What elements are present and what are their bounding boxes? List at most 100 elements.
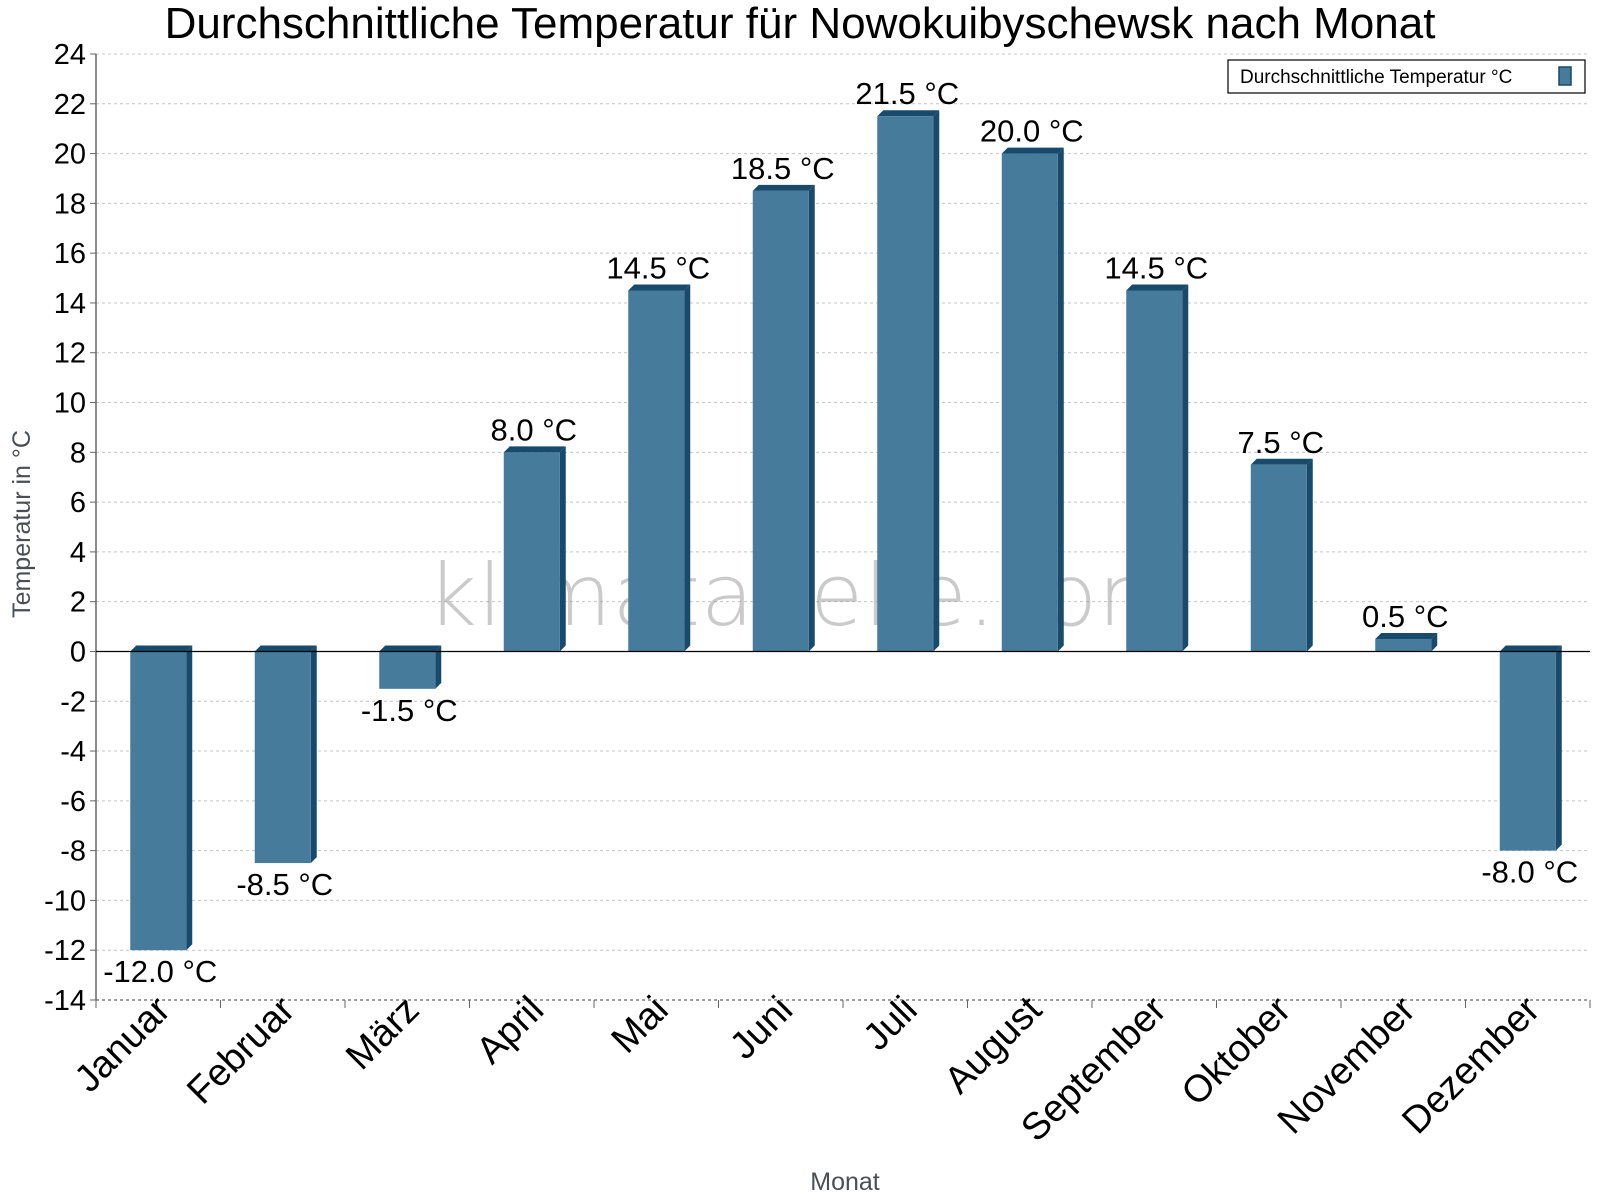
y-tick-label: 14 — [54, 288, 86, 320]
x-tick-label: Dezember — [1394, 988, 1548, 1142]
bar-juni — [752, 184, 815, 652]
data-label: 0.5 °C — [1362, 599, 1449, 634]
x-tick-label: Februar — [179, 988, 303, 1112]
y-tick-label: -14 — [44, 985, 86, 1017]
axes — [95, 54, 1591, 1008]
bar-front — [752, 190, 809, 652]
bar-august — [1001, 147, 1064, 652]
legend-swatch — [1558, 66, 1572, 86]
bar-top — [877, 110, 940, 117]
data-label: 21.5 °C — [855, 76, 959, 111]
bar-top — [503, 446, 566, 453]
y-tick-label: -4 — [60, 736, 86, 768]
data-label: 7.5 °C — [1238, 425, 1325, 460]
bar-side — [1057, 147, 1064, 652]
y-tick-label: -2 — [60, 686, 86, 718]
data-label: -1.5 °C — [361, 693, 458, 728]
y-tick-label: -10 — [44, 885, 86, 917]
bar-front — [1001, 153, 1058, 652]
bar-side — [310, 645, 317, 864]
bar-februar — [254, 645, 317, 864]
bar-top — [752, 184, 815, 191]
bar-front — [130, 651, 187, 951]
data-label: -8.0 °C — [1481, 855, 1578, 890]
x-tick-label: Juli — [856, 989, 926, 1059]
bar-side — [186, 645, 193, 951]
bar-front — [877, 116, 934, 652]
bar-front — [503, 452, 560, 652]
bar-top — [254, 645, 317, 652]
bar-side — [1431, 633, 1438, 652]
bar-januar — [130, 645, 193, 951]
data-label: 20.0 °C — [980, 114, 1084, 149]
y-tick-label: 0 — [70, 636, 86, 668]
bar-side — [808, 184, 815, 652]
bar-mai — [628, 284, 691, 652]
bar-front — [254, 651, 311, 864]
bar-dezember — [1499, 645, 1562, 851]
data-label: 14.5 °C — [606, 251, 710, 286]
x-axis-label: Monat — [810, 1168, 880, 1196]
y-tick-label: 18 — [54, 188, 86, 220]
y-tick-label: 4 — [70, 537, 86, 569]
bar-front — [1250, 464, 1307, 652]
bar-april — [503, 446, 566, 652]
bar-top — [1250, 458, 1313, 465]
y-axis-label: Temperatur in °C — [8, 430, 36, 618]
bar-side — [435, 645, 442, 689]
bar-september — [1126, 284, 1189, 652]
bar-front — [1499, 651, 1556, 851]
bar-side — [933, 110, 940, 652]
y-tick-label: 20 — [54, 139, 86, 171]
data-label: -12.0 °C — [103, 954, 217, 989]
bar-side — [1182, 284, 1189, 652]
bar-front — [1375, 639, 1432, 652]
y-tick-label: 16 — [54, 238, 86, 270]
bar-side — [559, 446, 566, 652]
bar-top — [628, 284, 691, 291]
bar-top — [379, 645, 442, 652]
data-label: -8.5 °C — [236, 867, 333, 902]
y-tick-label: -6 — [60, 786, 86, 818]
y-tick-label: 24 — [54, 39, 86, 71]
bar-side — [1555, 645, 1562, 851]
bar-top — [1375, 633, 1438, 640]
bar-november — [1375, 633, 1438, 652]
y-tick-label: -8 — [60, 836, 86, 868]
bar-side — [1306, 458, 1313, 652]
data-label: 18.5 °C — [731, 151, 835, 186]
bar-oktober — [1250, 458, 1313, 652]
legend-entry-label: Durchschnittliche Temperatur °C — [1240, 67, 1512, 88]
data-labels: -12.0 °C -8.5 °C -1.5 °C 8.0 °C 14.5 °C 18.5 … — [103, 76, 1578, 989]
y-tick-label: -12 — [44, 935, 86, 967]
data-label: 8.0 °C — [491, 412, 578, 447]
bar-top — [1499, 645, 1562, 652]
bar-top — [1001, 147, 1064, 154]
bar-front — [1126, 290, 1183, 652]
bars — [130, 110, 1562, 951]
x-tick-label: Oktober — [1174, 988, 1300, 1114]
legend: Durchschnittliche Temperatur °C — [1227, 59, 1586, 94]
bar-front — [379, 651, 436, 689]
bar-top — [130, 645, 193, 652]
x-tick-label: August — [937, 988, 1051, 1102]
bar-top — [1126, 284, 1189, 291]
x-axis-tick-labels: Januar Februar März April Mai Juni Juli AugustS… — [67, 988, 1549, 1149]
y-tick-label: 12 — [54, 338, 86, 370]
legend-box — [1227, 59, 1586, 94]
x-tick-label: März — [338, 989, 427, 1078]
bar-juli — [877, 110, 940, 652]
y-tick-label: 8 — [70, 437, 86, 469]
y-tick-label: 2 — [70, 587, 86, 619]
y-tick-label: 22 — [54, 89, 86, 121]
y-tick-label: 10 — [54, 388, 86, 420]
y-tick-label: 6 — [70, 487, 86, 519]
bar-märz — [379, 645, 442, 689]
grid-lines — [90, 53, 1590, 1001]
bar-side — [684, 284, 691, 652]
bar-front — [628, 290, 685, 652]
data-label: 14.5 °C — [1104, 251, 1208, 286]
chart-title: Durchschnittliche Temperatur für Nowokui… — [165, 0, 1436, 48]
